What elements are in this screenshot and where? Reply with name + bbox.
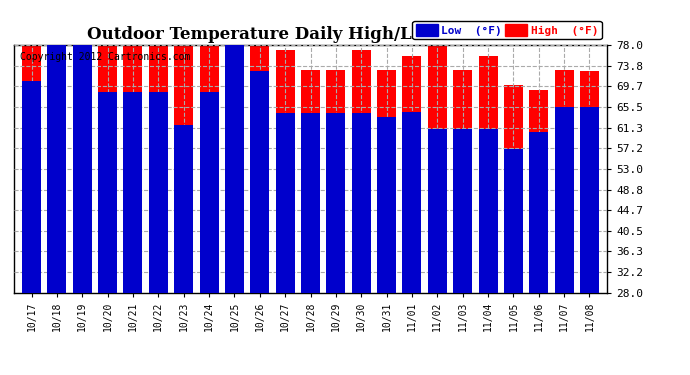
Bar <box>402 112 422 292</box>
Bar <box>352 113 371 292</box>
Bar <box>504 85 523 292</box>
Bar <box>478 129 497 292</box>
Bar <box>199 0 219 292</box>
Bar <box>225 0 244 292</box>
Bar <box>301 113 320 292</box>
Bar <box>529 90 549 292</box>
Bar <box>377 70 396 292</box>
Bar <box>453 129 472 292</box>
Text: Copyright 2012 Cartronics.com: Copyright 2012 Cartronics.com <box>20 53 190 62</box>
Bar <box>529 132 549 292</box>
Bar <box>580 107 599 292</box>
Bar <box>124 92 143 292</box>
Bar <box>149 0 168 292</box>
Legend: Low  (°F), High  (°F): Low (°F), High (°F) <box>413 21 602 39</box>
Bar <box>580 71 599 292</box>
Title: Outdoor Temperature Daily High/Low 20121109: Outdoor Temperature Daily High/Low 20121… <box>86 27 535 44</box>
Bar <box>174 125 193 292</box>
Bar <box>225 0 244 292</box>
Bar <box>377 117 396 292</box>
Bar <box>555 107 573 292</box>
Bar <box>275 113 295 292</box>
Bar <box>48 31 66 292</box>
Bar <box>478 56 497 292</box>
Bar <box>22 81 41 292</box>
Bar <box>402 56 422 292</box>
Bar <box>352 50 371 292</box>
Bar <box>453 70 472 292</box>
Bar <box>22 0 41 292</box>
Bar <box>428 129 447 292</box>
Bar <box>98 92 117 292</box>
Bar <box>72 31 92 292</box>
Bar <box>149 92 168 292</box>
Bar <box>124 0 143 292</box>
Bar <box>199 92 219 292</box>
Bar <box>326 113 346 292</box>
Bar <box>326 70 346 292</box>
Bar <box>428 30 447 292</box>
Bar <box>250 0 269 292</box>
Bar <box>275 50 295 292</box>
Bar <box>174 0 193 292</box>
Bar <box>98 39 117 292</box>
Bar <box>301 70 320 292</box>
Bar <box>250 71 269 292</box>
Bar <box>72 39 92 292</box>
Bar <box>48 0 66 292</box>
Bar <box>555 70 573 292</box>
Bar <box>504 149 523 292</box>
